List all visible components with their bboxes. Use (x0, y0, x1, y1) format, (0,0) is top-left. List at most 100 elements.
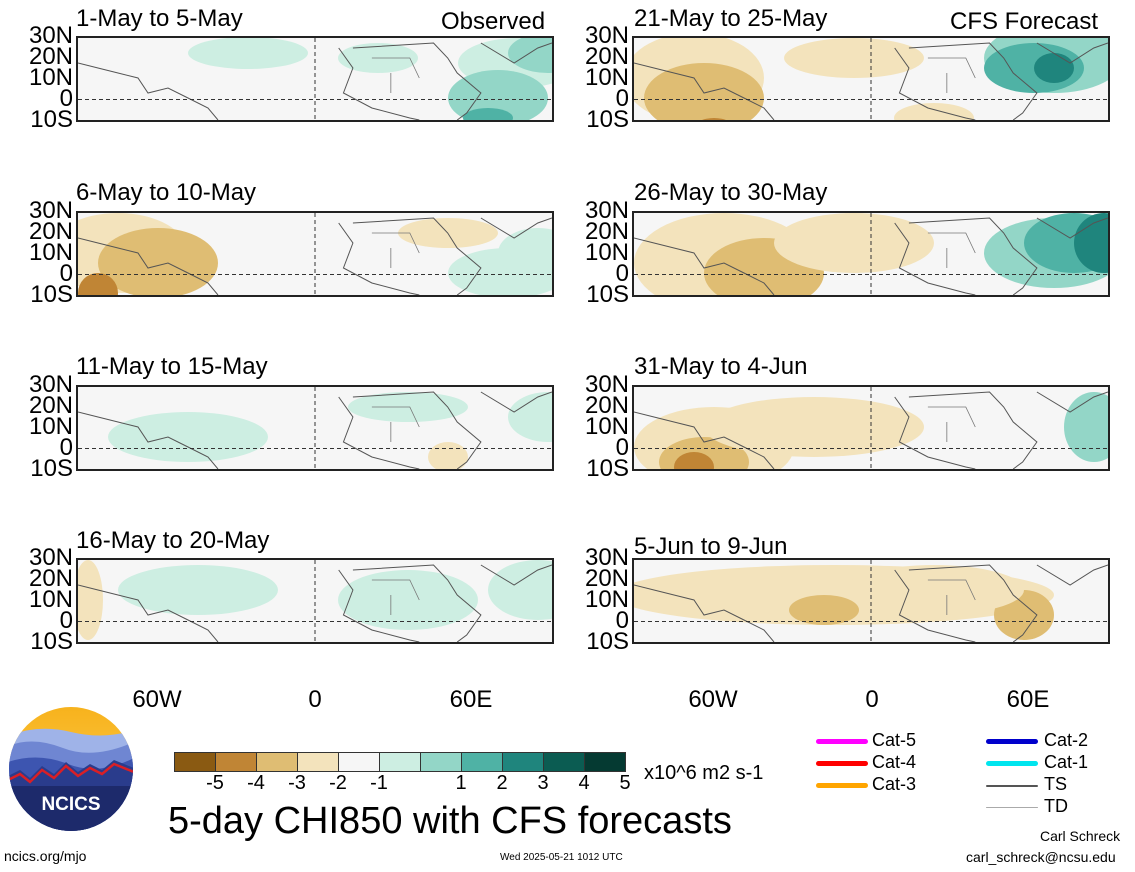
ylabel: 30N (584, 544, 629, 571)
ylabel: 20N (584, 565, 629, 592)
colorbar-label: -4 (247, 772, 265, 794)
colorbar-cell (174, 752, 216, 772)
colorbar-label: 5 (619, 772, 631, 794)
footer-author: Carl Schreck (1040, 828, 1121, 844)
ylabel: 20N (28, 392, 73, 419)
legend-label: Cat-5 (872, 730, 917, 750)
panel-title-left-2: 6-May to 10-May (76, 179, 257, 206)
footer-url[interactable]: ncics.org/mjo (4, 848, 87, 864)
ylabel: 10N (584, 64, 629, 91)
ylabel: 10N (28, 64, 73, 91)
panel-title-left-3: 11-May to 15-May (76, 353, 268, 380)
forecast-map-panel-1 (632, 36, 1110, 122)
legend-swatch (816, 783, 868, 788)
forecast-map-panel-4 (632, 558, 1110, 644)
ylabel: 0 (615, 607, 629, 634)
colorbar-cell (502, 752, 544, 772)
ylabel: 0 (59, 85, 73, 112)
legend-label: Cat-3 (872, 774, 917, 794)
xlabel-right-60e: 60E (1006, 686, 1050, 713)
main-title: 5-day CHI850 with CFS forecasts (168, 800, 732, 842)
logo-text: NCICS (41, 794, 100, 815)
colorbar-cell (256, 752, 298, 772)
ylabel: 30N (28, 544, 73, 571)
ylabel: 10S (30, 106, 73, 133)
ylabel: 10N (584, 239, 629, 266)
forecast-map-panel-3 (632, 385, 1110, 471)
observed-map-panel-2 (76, 211, 554, 297)
ylabel: 30N (584, 371, 629, 398)
colorbar-cell (420, 752, 462, 772)
ylabel: 20N (28, 565, 73, 592)
ncics-logo: NCICS (8, 706, 134, 832)
ylabel: 20N (584, 392, 629, 419)
ylabel: 20N (584, 218, 629, 245)
cfs-forecast-label: CFS Forecast (950, 8, 1099, 35)
ylabel: 10N (28, 239, 73, 266)
ylabel: 0 (59, 607, 73, 634)
colorbar-cell (297, 752, 339, 772)
ylabel: 10S (586, 106, 629, 133)
colorbar-label: -1 (370, 772, 388, 794)
panel-title-right-1: 21-May to 25-May (634, 5, 828, 32)
legend-label: TS (1044, 774, 1068, 794)
colorbar-label: -5 (206, 772, 224, 794)
colorbar-cell (461, 752, 503, 772)
ylabel: 10S (30, 455, 73, 482)
ylabel: 30N (28, 22, 73, 49)
colorbar-cell (543, 752, 585, 772)
colorbar-label: 3 (537, 772, 549, 794)
forecast-map-panel-2 (632, 211, 1110, 297)
footer-timestamp: Wed 2025-05-21 1012 UTC (500, 852, 623, 863)
ylabel: 20N (584, 43, 629, 70)
colorbar-label: -2 (329, 772, 347, 794)
colorbar-cell (215, 752, 257, 772)
xlabel-right-0: 0 (865, 686, 879, 713)
ylabel: 0 (615, 260, 629, 287)
panel-title-left-1: 1-May to 5-May (76, 5, 243, 32)
legend-label: Cat-4 (872, 752, 917, 772)
colorbar-cell (584, 752, 626, 772)
colorbar-label: 2 (496, 772, 508, 794)
ylabel: 10N (584, 586, 629, 613)
ylabel: 10S (586, 281, 629, 308)
legend-swatch (986, 761, 1038, 766)
ylabel: 10N (28, 413, 73, 440)
observed-label: Observed (441, 8, 546, 35)
xlabel-right-60w: 60W (688, 686, 738, 713)
xlabel-left-60e: 60E (449, 686, 493, 713)
observed-map-panel-1 (76, 36, 554, 122)
ylabel: 10S (30, 628, 73, 655)
ylabel: 20N (28, 218, 73, 245)
ylabel: 30N (584, 197, 629, 224)
legend-label: TD (1044, 796, 1068, 816)
ylabel: 30N (28, 197, 73, 224)
legend-swatch (816, 761, 868, 766)
panel-title-left-4: 16-May to 20-May (76, 527, 270, 554)
legend-swatch (986, 785, 1038, 787)
legend-swatch (816, 739, 868, 744)
colorbar-label: 1 (455, 772, 467, 794)
panel-title-right-4: 5-Jun to 9-Jun (634, 533, 788, 560)
ylabel: 20N (28, 43, 73, 70)
legend-swatch (986, 739, 1038, 744)
ylabel: 10S (30, 281, 73, 308)
ylabel: 10S (586, 628, 629, 655)
ylabel: 0 (59, 434, 73, 461)
ylabel: 0 (615, 434, 629, 461)
ylabel: 10N (584, 413, 629, 440)
panel-title-right-3: 31-May to 4-Jun (634, 353, 808, 380)
colorbar-label: 4 (578, 772, 590, 794)
ylabel: 30N (28, 371, 73, 398)
colorbar-label: -3 (288, 772, 306, 794)
colorbar-units: x10^6 m2 s-1 (644, 762, 764, 784)
panel-title-right-2: 26-May to 30-May (634, 179, 828, 206)
observed-map-panel-3 (76, 385, 554, 471)
legend-label: Cat-2 (1044, 730, 1089, 750)
footer-email[interactable]: carl_schreck@ncsu.edu (966, 849, 1116, 865)
ylabel: 30N (584, 22, 629, 49)
ylabel: 0 (59, 260, 73, 287)
xlabel-left-0: 0 (308, 686, 322, 713)
colorbar-cell (379, 752, 421, 772)
colorbar-cell (338, 752, 380, 772)
